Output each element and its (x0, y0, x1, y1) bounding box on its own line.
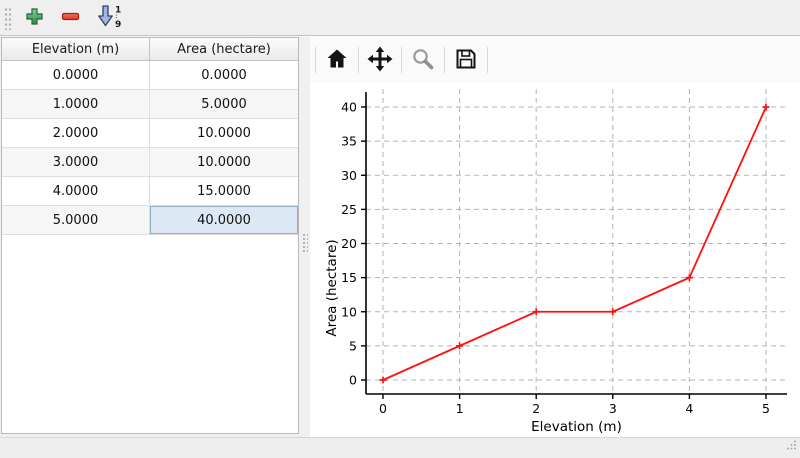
home-button[interactable] (320, 43, 354, 77)
status-bar (0, 437, 800, 458)
x-axis-label: Elevation (m) (531, 419, 622, 435)
plot-panel: 0 1 2 3 4 5 0 5 10 15 20 25 30 35 40 Elevation (m) Area … (310, 37, 800, 437)
svg-text:2: 2 (532, 401, 540, 416)
svg-text:40: 40 (341, 100, 357, 115)
table-row: 5.0000 40.0000 (2, 206, 298, 235)
toolbar-separator (401, 47, 402, 73)
data-point-marker (609, 308, 617, 316)
table-cell[interactable]: 10.0000 (150, 119, 298, 148)
save-button[interactable] (449, 43, 483, 77)
data-point-marker (762, 103, 770, 111)
svg-text:3: 3 (609, 401, 617, 416)
table-header: Elevation (m) Area (hectare) (2, 38, 298, 61)
main-toolbar: 1 9 (0, 0, 800, 36)
data-point-marker (686, 274, 693, 282)
toolbar-separator (315, 47, 316, 73)
plot-canvas: 0 1 2 3 4 5 0 5 10 15 20 25 30 35 40 Elevation (m) Area … (310, 83, 800, 437)
toolbar-separator (444, 47, 445, 73)
svg-text:5: 5 (762, 401, 770, 416)
svg-text:4: 4 (685, 401, 693, 416)
table-row: 0.0000 0.0000 (2, 61, 298, 90)
table-cell[interactable]: 0.0000 (150, 61, 298, 90)
toolbar-separator (358, 47, 359, 73)
table-cell[interactable]: 0.0000 (2, 61, 150, 90)
save-floppy-icon (454, 47, 478, 74)
y-axis-label: Area (hectare) (324, 239, 340, 336)
svg-text:15: 15 (341, 270, 357, 285)
table-cell[interactable]: 40.0000 (150, 206, 298, 235)
panel-splitter[interactable] (300, 37, 310, 434)
remove-row-button[interactable] (55, 4, 85, 32)
elevation-area-table: Elevation (m) Area (hectare) 0.0000 0.000… (1, 37, 299, 434)
table-row: 2.0000 10.0000 (2, 119, 298, 148)
column-header-elevation[interactable]: Elevation (m) (2, 38, 150, 61)
data-line (382, 106, 767, 381)
pan-button[interactable] (363, 43, 397, 77)
svg-text:30: 30 (341, 168, 357, 183)
data-point-marker (379, 376, 387, 384)
plus-icon (25, 7, 44, 29)
table-row: 3.0000 10.0000 (2, 148, 298, 177)
table-cell[interactable]: 2.0000 (2, 119, 150, 148)
zoom-button[interactable] (406, 43, 440, 77)
sort-badge-top: 1 (115, 5, 121, 15)
toolbar-drag-handle[interactable] (3, 5, 11, 30)
home-icon (325, 47, 349, 74)
splitter-handle-icon (302, 233, 308, 253)
svg-text:0: 0 (379, 401, 387, 416)
pan-arrows-icon (367, 46, 393, 75)
table-row: 1.0000 5.0000 (2, 90, 298, 119)
svg-text:25: 25 (341, 202, 357, 217)
column-header-area[interactable]: Area (hectare) (150, 38, 298, 61)
data-point-marker (532, 308, 540, 316)
magnifier-icon (411, 47, 435, 74)
svg-text:1: 1 (456, 401, 464, 416)
table-cell[interactable]: 5.0000 (2, 206, 150, 235)
table-cell[interactable]: 3.0000 (2, 148, 150, 177)
data-point-marker (456, 342, 463, 350)
area-elevation-chart: 0 1 2 3 4 5 0 5 10 15 20 25 30 35 40 Elevation (m) Area … (324, 89, 787, 435)
plot-navigation-toolbar (310, 37, 800, 83)
svg-text:20: 20 (341, 236, 357, 251)
table-cell[interactable]: 4.0000 (2, 177, 150, 206)
svg-text:10: 10 (341, 304, 357, 319)
sort-button[interactable]: 1 9 (91, 4, 127, 32)
add-row-button[interactable] (19, 4, 49, 32)
minus-icon (61, 7, 80, 29)
toolbar-separator (487, 47, 488, 73)
table-cell[interactable]: 1.0000 (2, 90, 150, 119)
table-body: 0.0000 0.0000 1.0000 5.0000 2.0000 10.0000 3.0… (2, 61, 298, 235)
table-cell[interactable]: 5.0000 (150, 90, 298, 119)
svg-text:35: 35 (341, 134, 357, 149)
svg-text:5: 5 (349, 338, 357, 353)
resize-grip-icon[interactable] (785, 436, 797, 455)
svg-text:0: 0 (349, 373, 357, 388)
table-cell[interactable]: 10.0000 (150, 148, 298, 177)
sort-badge-bottom: 9 (115, 20, 121, 29)
table-cell[interactable]: 15.0000 (150, 177, 298, 206)
sort-ascending-icon: 1 9 (96, 4, 122, 32)
table-row: 4.0000 15.0000 (2, 177, 298, 206)
